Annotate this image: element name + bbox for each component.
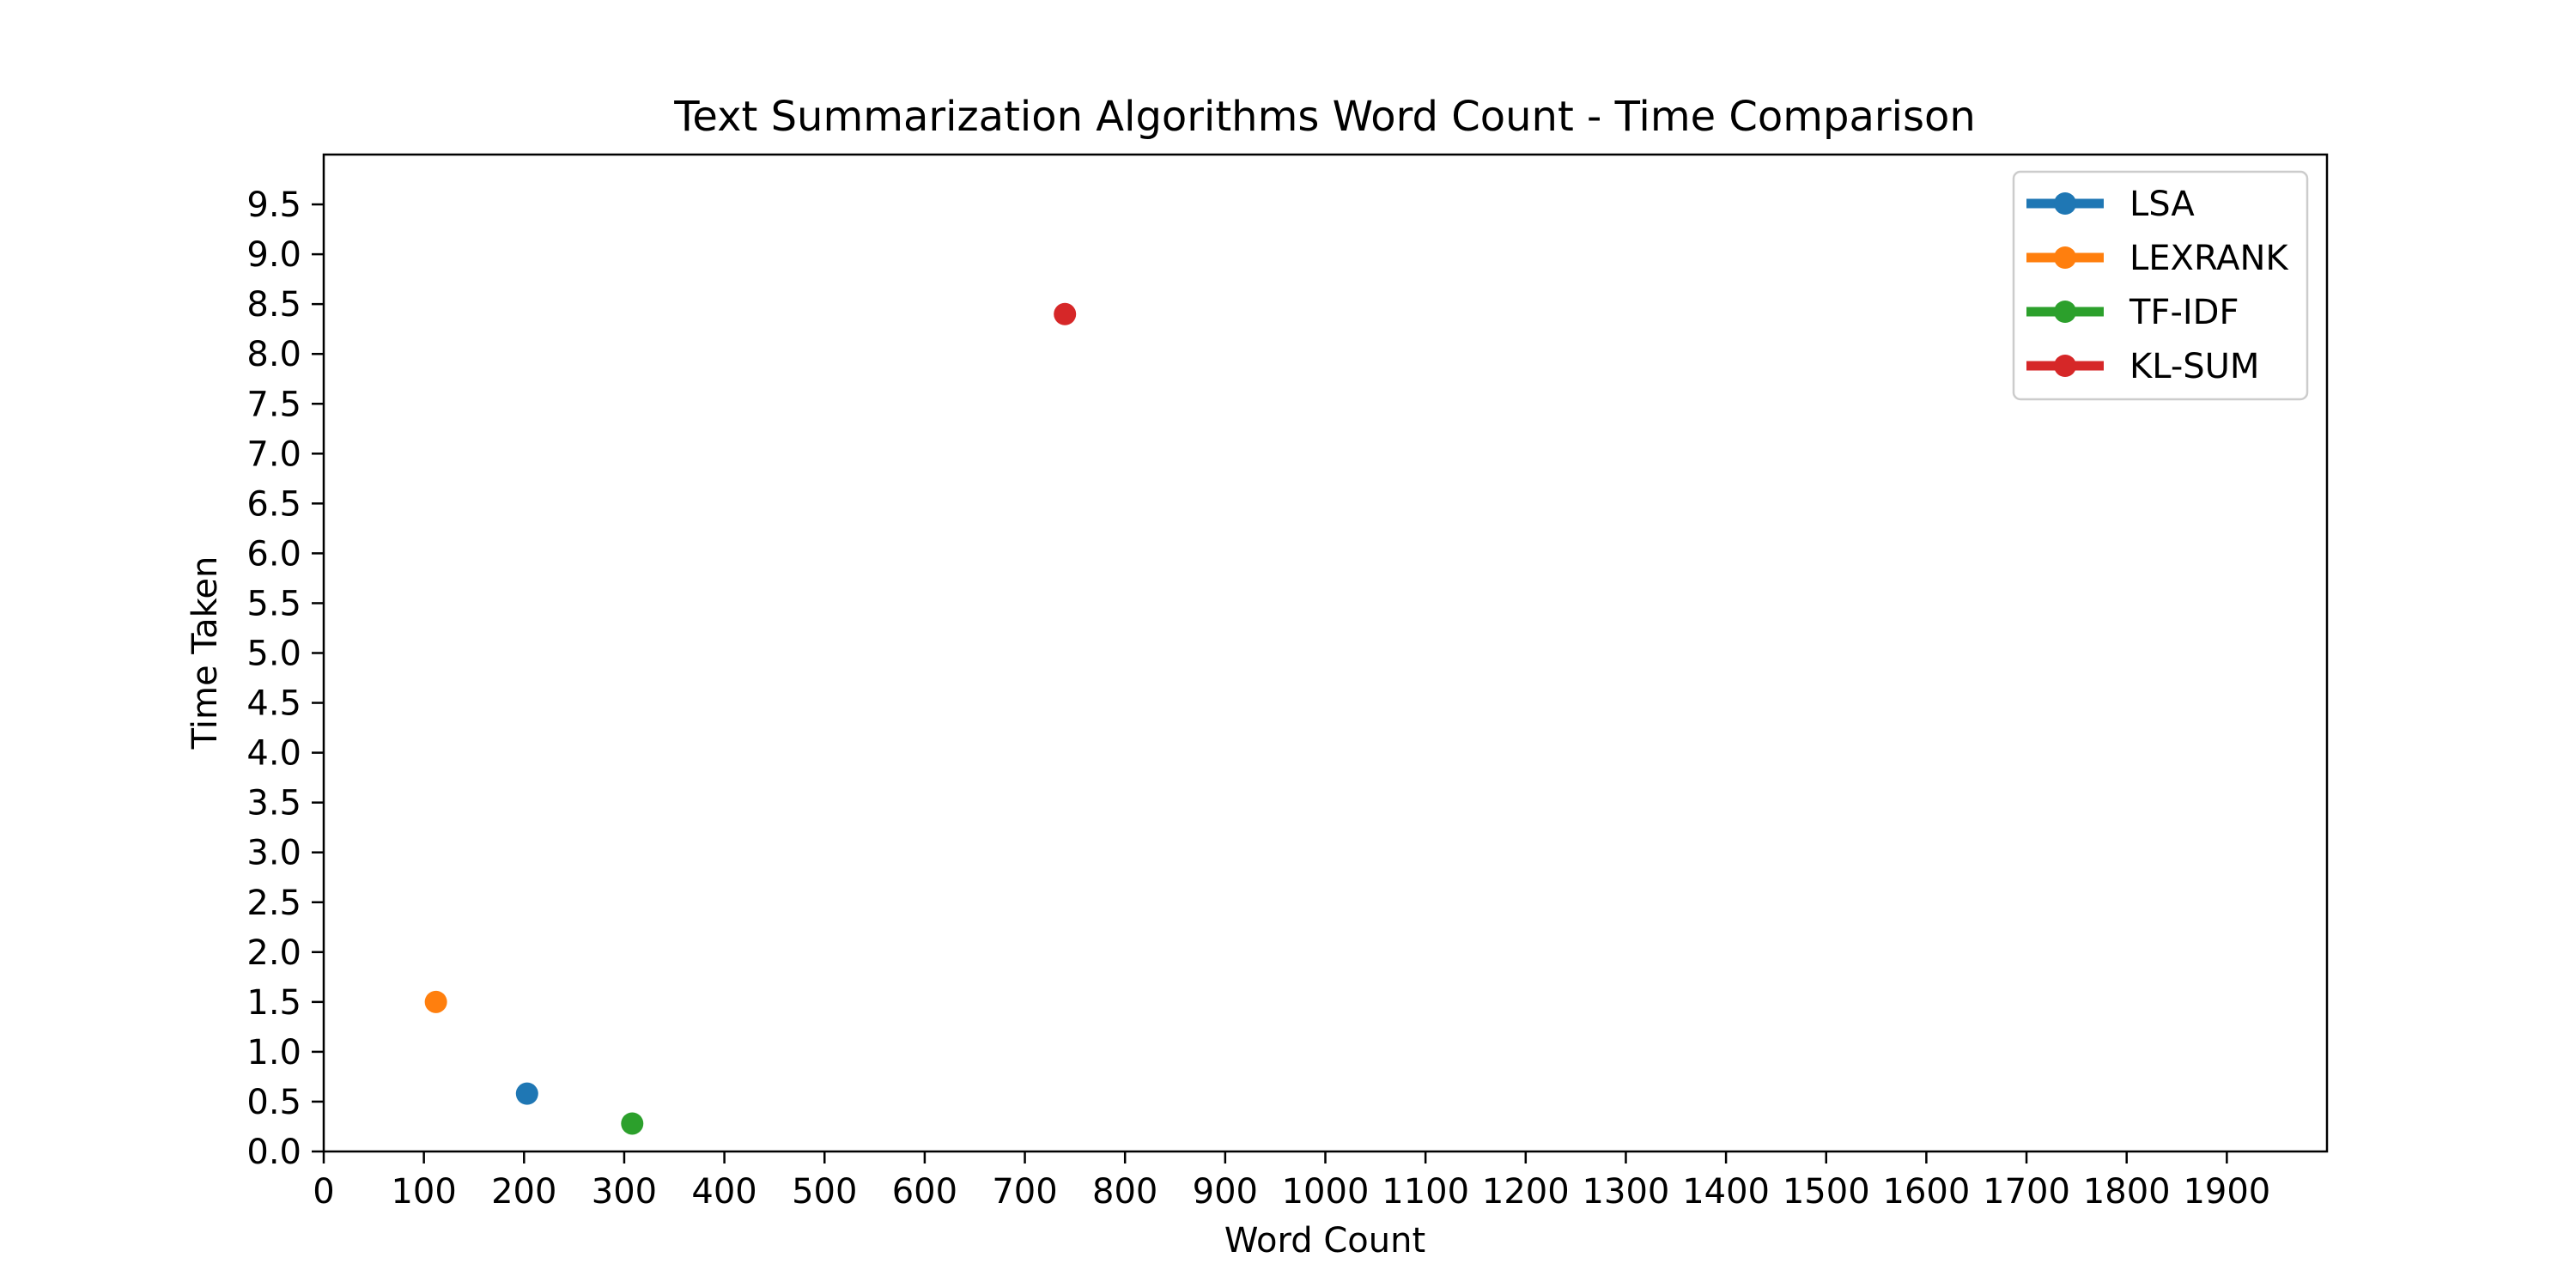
- data-point-tf-idf: [621, 1112, 644, 1135]
- x-tick-label: 1300: [1583, 1172, 1670, 1212]
- x-tick-label: 1200: [1482, 1172, 1570, 1212]
- y-tick-label: 0.0: [246, 1133, 301, 1172]
- x-tick-label: 1000: [1282, 1172, 1370, 1212]
- legend-label-lexrank: LEXRANK: [2129, 239, 2289, 278]
- x-axis-label: Word Count: [1224, 1221, 1425, 1261]
- x-tick-label: 500: [792, 1172, 857, 1212]
- legend-marker-tf-idf: [2054, 301, 2076, 323]
- y-tick-label: 1.0: [246, 1033, 301, 1072]
- y-tick-label: 9.0: [246, 235, 301, 275]
- data-point-lexrank: [424, 990, 447, 1013]
- legend: LSA LEXRANK TF-IDF KL-SUM: [2012, 170, 2309, 401]
- x-tick-label: 200: [491, 1172, 556, 1212]
- x-tick-label: 1500: [1783, 1172, 1870, 1212]
- legend-box: [2012, 170, 2309, 401]
- legend-label-kl-sum: KL-SUM: [2129, 347, 2259, 386]
- x-tick-label: 600: [892, 1172, 957, 1212]
- x-tick-label: 900: [1193, 1172, 1258, 1212]
- x-tick-label: 100: [391, 1172, 456, 1212]
- y-tick-label: 5.0: [246, 635, 301, 674]
- x-tick-label: 700: [992, 1172, 1057, 1212]
- y-tick-label: 4.0: [246, 734, 301, 774]
- y-tick-label: 0.5: [246, 1083, 301, 1122]
- legend-marker-lsa: [2054, 192, 2076, 215]
- x-tick-label: 1100: [1382, 1172, 1469, 1212]
- y-tick-label: 6.0: [246, 534, 301, 574]
- legend-marker-lexrank: [2054, 246, 2076, 269]
- y-tick-label: 8.5: [246, 285, 301, 325]
- data-point-lsa: [515, 1082, 538, 1105]
- y-tick-label: 2.5: [246, 884, 301, 923]
- y-tick-label: 7.0: [246, 434, 301, 474]
- data-point-kl-sum: [1054, 302, 1077, 325]
- x-axis: 0 100 200 300 400 500 600 700 800 900 1000 1100 1200…: [313, 1151, 2270, 1212]
- y-tick-label: 7.5: [246, 385, 301, 424]
- x-tick-label: 1700: [1983, 1172, 2070, 1212]
- x-tick-label: 300: [592, 1172, 657, 1212]
- y-tick-label: 5.5: [246, 584, 301, 623]
- legend-marker-kl-sum: [2054, 355, 2076, 377]
- y-tick-label: 4.5: [246, 684, 301, 724]
- y-tick-label: 9.5: [246, 185, 301, 225]
- x-tick-label: 1900: [2183, 1172, 2270, 1212]
- x-tick-label: 1800: [2083, 1172, 2171, 1212]
- x-tick-label: 1600: [1883, 1172, 1971, 1212]
- y-tick-label: 2.0: [246, 933, 301, 973]
- y-tick-label: 3.5: [246, 784, 301, 823]
- x-tick-label: 1400: [1682, 1172, 1770, 1212]
- y-tick-label: 6.5: [246, 484, 301, 524]
- chart-title: Text Summarization Algorithms Word Count…: [673, 93, 1976, 141]
- y-tick-label: 1.5: [246, 983, 301, 1023]
- x-tick-label: 400: [691, 1172, 756, 1212]
- y-axis: 0.0 0.5 1.0 1.5 2.0 2.5 3.0 3.5 4.0 4.5 5.0 5.5 6.0 6…: [246, 185, 324, 1172]
- x-tick-label: 800: [1092, 1172, 1157, 1212]
- legend-label-lsa: LSA: [2129, 185, 2195, 224]
- legend-label-tf-idf: TF-IDF: [2129, 293, 2239, 332]
- y-tick-label: 3.0: [246, 834, 301, 873]
- x-tick-label: 0: [313, 1172, 334, 1212]
- y-axis-label: Time Taken: [185, 556, 225, 750]
- data-points: [424, 302, 1077, 1135]
- y-tick-label: 8.0: [246, 335, 301, 374]
